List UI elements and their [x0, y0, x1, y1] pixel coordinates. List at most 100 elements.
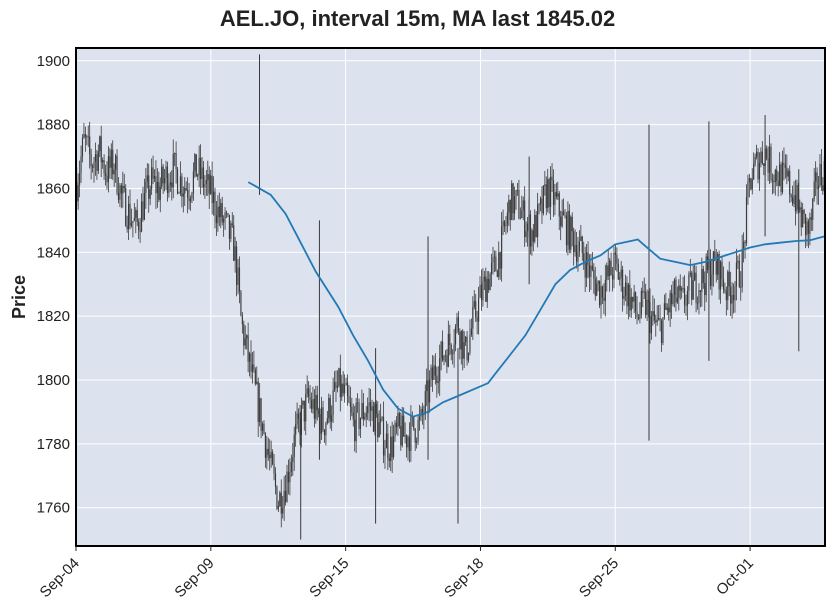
candle-body	[387, 433, 389, 459]
candle-body	[331, 415, 333, 422]
candle-body	[269, 454, 271, 459]
candle-body	[751, 179, 753, 190]
candle-body	[102, 160, 104, 163]
candle-body	[658, 318, 660, 320]
candle-body	[344, 385, 346, 394]
candle-body	[332, 390, 334, 416]
candle-body	[586, 252, 588, 278]
candle-body	[302, 400, 304, 406]
candle-body	[274, 473, 277, 487]
candle-body	[261, 423, 264, 431]
candle-body	[165, 166, 167, 179]
candle-body	[591, 265, 593, 270]
candle-body	[635, 292, 637, 312]
candle-body	[215, 215, 218, 224]
candle-body	[757, 151, 759, 180]
candle-body	[460, 330, 462, 350]
candle-body	[243, 324, 245, 346]
candle-body	[539, 198, 542, 205]
candle-body	[81, 137, 84, 157]
candle-body	[779, 164, 781, 186]
candle-body	[240, 291, 242, 316]
candle-body	[414, 428, 416, 443]
candle-body	[597, 281, 599, 284]
candle-body	[545, 184, 547, 209]
candle-body	[377, 413, 379, 438]
candle-body	[333, 382, 336, 391]
candle-body	[538, 204, 540, 205]
candle-body	[174, 153, 176, 154]
candle-body	[683, 288, 686, 305]
candle-body	[796, 185, 798, 212]
candle-body	[467, 352, 470, 361]
candle-body	[770, 146, 772, 180]
candle-body	[820, 164, 822, 186]
candle-body	[405, 435, 408, 448]
candle-body	[197, 174, 199, 177]
candle-body	[521, 210, 523, 218]
candle-body	[352, 412, 354, 420]
candle-body	[426, 380, 428, 392]
candle-body	[548, 179, 550, 207]
candle-body	[793, 195, 795, 204]
candle-body	[214, 191, 216, 216]
candle-body	[607, 265, 609, 277]
candle-body	[236, 246, 238, 285]
candle-body	[800, 207, 802, 228]
candle-body	[610, 260, 612, 276]
candle-body	[753, 163, 755, 180]
candle-body	[803, 209, 805, 214]
candle-body	[233, 225, 235, 261]
candle-body	[158, 182, 160, 200]
candle-body	[747, 181, 749, 198]
candle-body	[309, 397, 311, 401]
candle-body	[126, 225, 128, 230]
candle-body	[191, 193, 193, 199]
candle-body	[485, 276, 487, 302]
candle-body	[149, 189, 151, 199]
candle-body	[562, 211, 565, 216]
candle-body	[583, 253, 585, 263]
candle-body	[179, 176, 182, 194]
candle-body	[789, 170, 791, 195]
candle-body	[349, 402, 351, 407]
x-tick-label: Sep-15	[306, 555, 352, 601]
candle-body	[812, 198, 814, 220]
candle-body	[809, 217, 811, 234]
candle-body	[564, 215, 566, 217]
candle-body	[593, 269, 595, 279]
candle-body	[613, 252, 615, 280]
candle-body	[306, 388, 308, 395]
plot-area	[76, 48, 825, 546]
candle-body	[738, 260, 740, 287]
candle-body	[459, 331, 461, 350]
candle-body	[541, 198, 543, 214]
candle-body	[171, 182, 173, 188]
candle-body	[636, 311, 638, 318]
candle-body	[237, 267, 239, 285]
candle-body	[338, 368, 340, 386]
candle-body	[483, 276, 485, 282]
candle-body	[168, 184, 170, 193]
candle-body	[763, 163, 765, 167]
candle-body	[575, 245, 578, 262]
candle-body	[519, 217, 521, 219]
candle-body	[767, 158, 769, 173]
candle-body	[587, 252, 589, 266]
candle-body	[453, 344, 455, 354]
candle-body	[781, 162, 784, 193]
candle-body	[629, 284, 631, 311]
candle-body	[442, 341, 444, 361]
candle-body	[506, 212, 508, 225]
candle-body	[544, 184, 546, 186]
candle-body	[537, 204, 539, 237]
candle-body	[142, 201, 144, 220]
candle-body	[313, 399, 315, 419]
moving-average-line	[247, 181, 826, 418]
candle-body	[646, 299, 648, 315]
candle-body	[624, 282, 627, 297]
candle-body	[810, 217, 812, 220]
candle-body	[113, 169, 115, 175]
candle-body	[688, 274, 690, 291]
candle-body	[659, 318, 661, 321]
